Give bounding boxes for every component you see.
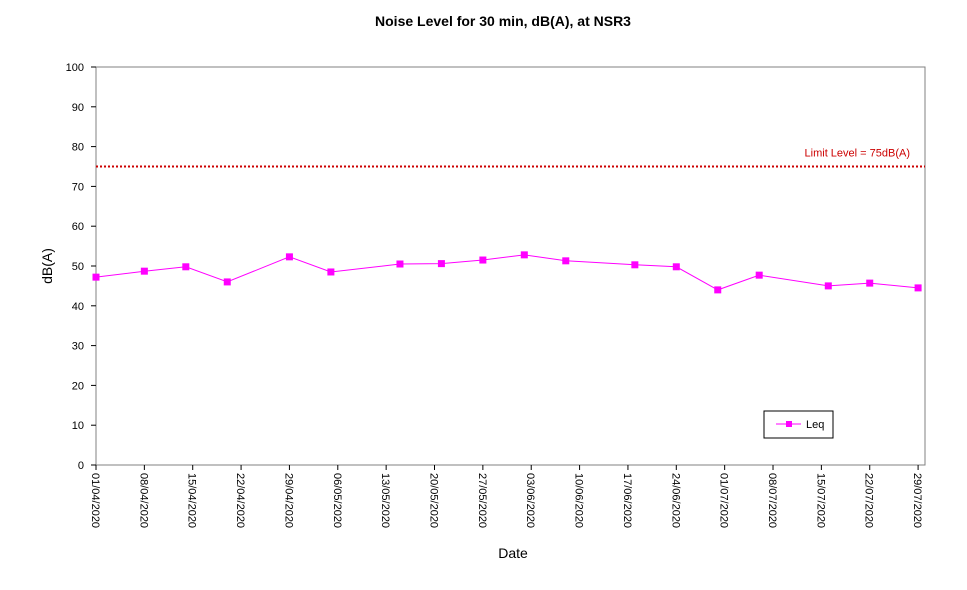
x-tick-label: 10/06/2020 xyxy=(573,473,585,528)
x-tick-label: 08/04/2020 xyxy=(137,473,149,528)
data-point xyxy=(223,278,231,286)
x-tick-label: 01/04/2020 xyxy=(89,473,101,528)
data-point xyxy=(755,271,763,279)
y-tick-label: 90 xyxy=(72,102,84,114)
series-layer xyxy=(92,251,922,294)
legend-label: Leq xyxy=(806,419,824,431)
y-tick-label: 100 xyxy=(66,62,84,74)
chart-title: Noise Level for 30 min, dB(A), at NSR3 xyxy=(375,13,631,29)
data-point xyxy=(631,261,639,269)
x-tick-label: 27/05/2020 xyxy=(476,473,488,528)
reference-lines: Limit Level = 75dB(A) xyxy=(96,148,925,168)
data-point xyxy=(866,279,874,287)
data-point xyxy=(824,282,832,290)
plot-area xyxy=(95,66,926,466)
data-point xyxy=(520,251,528,259)
x-tick-label: 03/06/2020 xyxy=(524,473,536,528)
data-point xyxy=(479,256,487,264)
x-tick-label: 17/06/2020 xyxy=(621,473,633,528)
x-tick-label: 15/04/2020 xyxy=(186,473,198,528)
y-tick-label: 30 xyxy=(72,341,84,353)
x-tick-label: 22/07/2020 xyxy=(863,473,875,528)
x-axis: 01/04/2020 08/04/2020 15/04/2020 22/04/2020… xyxy=(89,465,923,528)
x-tick-label: 22/04/2020 xyxy=(234,473,246,528)
y-tick-label: 0 xyxy=(78,460,84,472)
x-tick-label: 15/07/2020 xyxy=(814,473,826,528)
data-point xyxy=(182,263,190,271)
legend-marker xyxy=(786,421,792,427)
x-tick-label: 08/07/2020 xyxy=(766,473,778,528)
y-tick-label: 40 xyxy=(72,301,84,313)
data-point xyxy=(327,268,335,276)
y-tick-label: 60 xyxy=(72,221,84,233)
y-tick-label: 10 xyxy=(72,420,84,432)
x-tick-label: 20/05/2020 xyxy=(428,473,440,528)
x-tick-label: 29/07/2020 xyxy=(911,473,923,528)
y-axis: 0 10 20 30 40 50 60 70 80 90 100 xyxy=(66,62,96,472)
data-point xyxy=(562,257,570,265)
data-point xyxy=(437,260,445,268)
data-point xyxy=(140,267,148,275)
x-tick-label: 01/07/2020 xyxy=(718,473,730,528)
y-tick-label: 50 xyxy=(72,261,84,273)
limit-label: Limit Level = 75dB(A) xyxy=(805,148,910,160)
data-point xyxy=(396,260,404,268)
x-tick-label: 24/06/2020 xyxy=(669,473,681,528)
series-line-leq xyxy=(95,254,919,291)
y-axis-label: dB(A) xyxy=(39,248,55,284)
x-tick-label: 13/05/2020 xyxy=(379,473,391,528)
data-point xyxy=(714,286,722,294)
legend: Leq xyxy=(763,410,834,439)
data-point xyxy=(914,284,922,292)
x-tick-label: 06/05/2020 xyxy=(331,473,343,528)
data-point xyxy=(92,273,100,281)
y-tick-label: 70 xyxy=(72,181,84,193)
y-tick-label: 80 xyxy=(72,142,84,154)
x-axis-label: Date xyxy=(498,545,528,561)
data-point xyxy=(672,263,680,271)
y-tick-label: 20 xyxy=(72,380,84,392)
data-point xyxy=(285,253,293,261)
x-tick-label: 29/04/2020 xyxy=(282,473,294,528)
